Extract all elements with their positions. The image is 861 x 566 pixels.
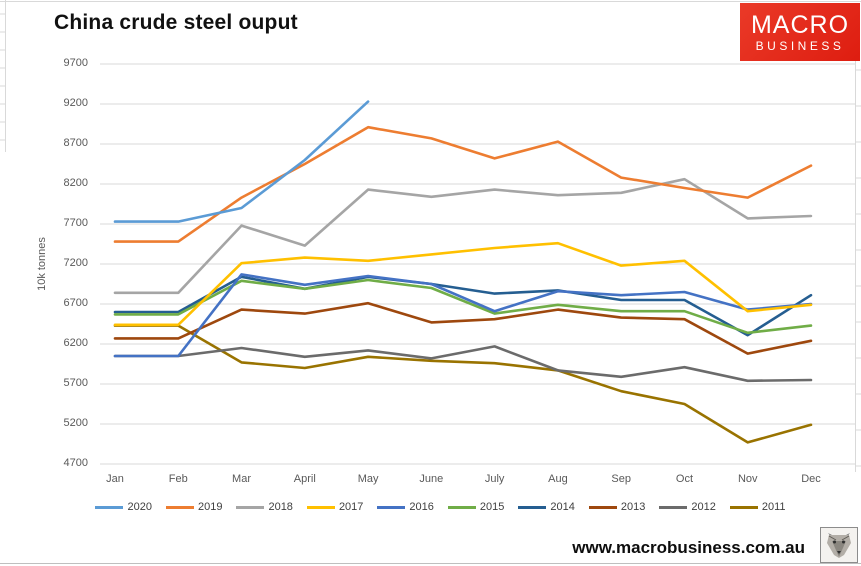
series-line-2012 <box>113 345 813 383</box>
legend-item-2011: 2011 <box>729 501 786 513</box>
x-tick-label: Oct <box>675 473 694 485</box>
y-tick-label: 6700 <box>63 297 88 309</box>
logo-text-macro: MACRO <box>750 10 850 39</box>
legend-label: 2012 <box>691 501 716 513</box>
x-tick-label: Dec <box>801 473 821 485</box>
x-tick-label: Mar <box>232 473 251 485</box>
legend-swatch-2011 <box>729 505 758 509</box>
legend-swatch-2015 <box>447 505 476 509</box>
page-title: China crude steel ouput <box>54 11 298 34</box>
x-tick-label: April <box>293 473 316 485</box>
legend-swatch-2014 <box>518 505 547 509</box>
y-tick-label: 7700 <box>63 217 88 229</box>
legend-label: 2018 <box>268 501 293 513</box>
y-tick-label: 7200 <box>63 257 88 269</box>
series-line-2019 <box>113 125 813 243</box>
x-tick-label: July <box>484 473 505 485</box>
series-line-2018 <box>113 177 813 295</box>
legend-swatch-2017 <box>306 505 335 509</box>
legend-item-2014: 2014 <box>518 501 575 513</box>
series-line-2013 <box>113 301 813 355</box>
legend-label: 2016 <box>409 501 434 513</box>
adjacent-chart-axis-fragment-left <box>0 0 6 152</box>
series-line-2011 <box>113 324 813 444</box>
chart-legend: 2020 2019 2018 2017 2016 2015 2014 2013 2012 2011 <box>60 501 821 513</box>
wolf-logo-icon <box>820 527 858 563</box>
macrobusiness-logo: MACRO BUSINESS <box>740 3 860 61</box>
y-tick-label: 9200 <box>63 97 88 109</box>
logo-text-business: BUSINESS <box>755 38 845 53</box>
y-tick-label: 6200 <box>63 337 88 349</box>
series-line-2014 <box>113 275 813 337</box>
legend-item-2020: 2020 <box>95 501 152 513</box>
y-tick-label: 5200 <box>63 417 88 429</box>
legend-label: 2017 <box>338 501 364 513</box>
legend-swatch-2018 <box>236 505 265 509</box>
bottom-border-line <box>0 563 861 564</box>
y-tick-label: 5700 <box>63 377 88 389</box>
legend-label: 2020 <box>127 501 152 513</box>
legend-label: 2014 <box>550 501 575 513</box>
x-tick-label: Aug <box>548 473 568 485</box>
legend-item-2015: 2015 <box>447 501 505 513</box>
legend-item-2017: 2017 <box>306 501 364 513</box>
legend-item-2013: 2013 <box>588 501 646 513</box>
series-line-2017 <box>113 241 813 327</box>
legend-swatch-2012 <box>659 505 688 509</box>
legend-item-2019: 2019 <box>165 501 223 513</box>
x-tick-label: Nov <box>737 473 758 485</box>
y-tick-label: 9700 <box>63 57 88 69</box>
legend-label: 2015 <box>479 501 505 513</box>
x-tick-label: May <box>357 473 379 485</box>
legend-swatch-2016 <box>377 505 406 509</box>
series-line-2020 <box>113 100 370 223</box>
legend-item-2016: 2016 <box>377 501 434 513</box>
adjacent-chart-axis-fragment-right <box>855 52 861 472</box>
legend-label: 2011 <box>761 501 786 513</box>
x-tick-label: June <box>419 473 444 485</box>
legend-swatch-2013 <box>588 505 617 509</box>
x-tick-label: Sep <box>611 473 631 485</box>
footer-url: www.macrobusiness.com.au <box>572 538 805 557</box>
legend-swatch-2019 <box>165 505 194 509</box>
x-tick-label: Jan <box>106 473 124 485</box>
y-tick-label: 8200 <box>63 177 88 189</box>
top-border-line <box>0 1 861 2</box>
legend-swatch-2020 <box>95 505 124 509</box>
legend-item-2018: 2018 <box>236 501 293 513</box>
series-line-2016 <box>113 273 813 358</box>
x-tick-label: Feb <box>168 473 188 485</box>
y-tick-label: 4700 <box>63 457 88 469</box>
legend-item-2012: 2012 <box>659 501 716 513</box>
legend-label: 2019 <box>197 501 223 513</box>
y-tick-label: 8700 <box>63 137 88 149</box>
legend-label: 2013 <box>620 501 646 513</box>
